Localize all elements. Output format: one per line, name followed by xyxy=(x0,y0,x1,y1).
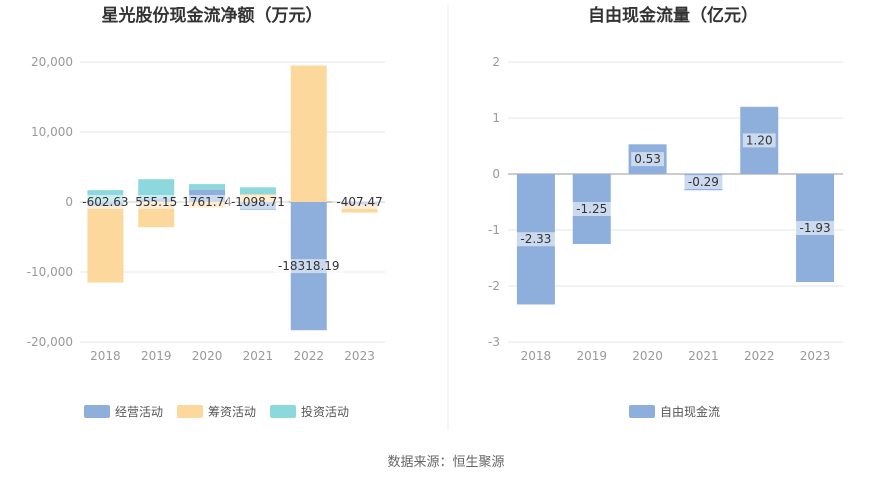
right-chart-title: 自由现金流量（亿元） xyxy=(588,5,758,26)
left-chart-title: 星光股份现金流净额（万元） xyxy=(102,5,323,26)
y-tick-label: 2 xyxy=(492,55,500,69)
bar-2021-series-2 xyxy=(239,187,276,195)
legend-label: 自由现金流 xyxy=(660,404,720,419)
legend-label: 筹资活动 xyxy=(208,405,256,419)
data-label-bg xyxy=(571,202,612,216)
left-chart-plot: 20,000 10,000 0 -10,000 -20,000 -602.63 555.15… xyxy=(27,55,387,363)
data-label: -18318.19 xyxy=(278,259,340,273)
y-tick-label: 20,000 xyxy=(31,55,73,69)
x-tick-label: 2020 xyxy=(192,349,223,363)
data-label-bg xyxy=(515,232,556,247)
data-label: -1.93 xyxy=(800,221,831,235)
data-label: 1.20 xyxy=(746,133,773,147)
bar-2019-series-2 xyxy=(138,179,175,199)
data-label: -2.33 xyxy=(520,232,551,246)
source-note: 数据来源：恒生聚源 xyxy=(387,455,504,470)
x-tick-label: 2018 xyxy=(521,349,552,363)
y-tick-label: -2 xyxy=(488,279,500,293)
bar-2022-series-1 xyxy=(290,65,327,202)
bar-2020-series-2 xyxy=(189,184,226,190)
x-tick-label: 2023 xyxy=(800,349,831,363)
x-tick-label: 2020 xyxy=(632,349,663,363)
data-label-bg xyxy=(795,221,836,236)
data-label-bg xyxy=(78,195,133,209)
legend-label: 经营活动 xyxy=(115,405,163,419)
data-label: -1.25 xyxy=(576,202,607,216)
data-label: -1098.71 xyxy=(231,195,285,209)
legend-swatch xyxy=(84,405,110,418)
x-tick-label: 2022 xyxy=(293,349,324,363)
left-chart-legend: 经营活动 筹资活动 投资活动 xyxy=(84,404,349,419)
x-tick-label: 2022 xyxy=(744,349,775,363)
y-tick-label: 10,000 xyxy=(31,125,73,139)
y-tick-label: -1 xyxy=(488,223,500,237)
data-label: -407.47 xyxy=(336,195,382,209)
y-tick-label: 1 xyxy=(492,111,500,125)
right-chart-plot: 2 1 0 -1 -2 -3 -2.33 -1.25 0.53 -0.29 1.20 -1.93 201… xyxy=(488,55,843,363)
data-label: 555.15 xyxy=(135,195,177,209)
legend-swatch xyxy=(177,405,203,418)
legend-label: 投资活动 xyxy=(301,404,349,419)
data-label: 1761.74 xyxy=(182,195,232,209)
data-label: -602.63 xyxy=(82,195,128,209)
data-label-bg xyxy=(274,259,344,274)
x-tick-label: 2023 xyxy=(344,349,375,363)
legend-swatch xyxy=(629,405,655,418)
x-tick-label: 2018 xyxy=(90,349,121,363)
x-tick-label: 2021 xyxy=(243,349,274,363)
data-label-bg xyxy=(227,195,289,209)
data-label-bg xyxy=(631,152,664,167)
bar-2018-series-1 xyxy=(87,206,124,283)
data-label: -0.29 xyxy=(688,175,719,189)
legend-swatch xyxy=(270,405,296,418)
y-tick-label: -20,000 xyxy=(27,335,73,349)
data-label-bg xyxy=(132,195,180,209)
y-tick-label: 0 xyxy=(65,195,73,209)
data-label-bg xyxy=(332,195,387,209)
x-tick-label: 2019 xyxy=(576,349,607,363)
data-label-bg xyxy=(742,133,776,148)
data-label-bg xyxy=(683,175,724,190)
data-label-bg xyxy=(179,195,235,209)
x-tick-label: 2019 xyxy=(141,349,172,363)
x-tick-label: 2021 xyxy=(688,349,719,363)
data-label: 0.53 xyxy=(634,152,661,166)
y-tick-label: 0 xyxy=(492,167,500,181)
right-chart-legend: 自由现金流 xyxy=(629,404,720,419)
y-tick-label: -10,000 xyxy=(27,265,73,279)
y-tick-label: -3 xyxy=(488,335,500,349)
